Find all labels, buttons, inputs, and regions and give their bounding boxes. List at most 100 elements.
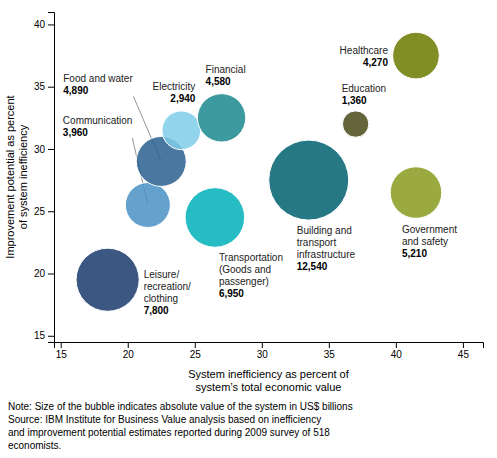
bubble-label: Communication3,960 <box>63 115 132 138</box>
y-axis-tick-label: 15 <box>34 330 46 341</box>
note-line: and improvement potential estimates repo… <box>8 427 330 438</box>
bubble-name-line: and safety <box>402 236 448 247</box>
bubble <box>76 248 139 311</box>
bubble-name: Healthcare <box>340 45 389 56</box>
bubble-value: 1,360 <box>342 95 367 106</box>
bubble-name-line: Leisure/ <box>144 269 180 280</box>
note: Note: Size of the bubble indicates absol… <box>8 401 353 451</box>
bubble-label: Governmentand safety5,210 <box>402 224 457 259</box>
x-axis-tick-label: 25 <box>190 349 202 360</box>
bubble-value: 7,800 <box>144 305 169 316</box>
bubble-name: Food and water <box>63 73 133 84</box>
x-axis-tick-mark <box>262 342 263 348</box>
bubble-name-line: Transportation <box>219 252 283 263</box>
bubble-name-line: Government <box>402 224 457 235</box>
bubble <box>197 94 245 142</box>
bubble-value: 5,210 <box>402 248 427 259</box>
bubble-name-line: transport <box>297 237 337 248</box>
chart: 15 20 25 30 35 40 45 15 20 25 30 35 40 Leisure/recrea… <box>0 0 497 458</box>
plot: 15 20 25 30 35 40 45 15 20 25 30 35 40 Leisure/recrea… <box>34 13 484 394</box>
bubble <box>269 140 349 220</box>
y-axis-tick-mark <box>48 211 54 212</box>
bubble <box>162 111 201 150</box>
y-axis-title: Improvement potential as percentof syste… <box>4 95 29 258</box>
bubble-label: Food and water4,890 <box>63 73 133 96</box>
x-axis-line <box>55 343 484 349</box>
x-axis-tick: 15 <box>56 342 68 360</box>
y-axis: 15 20 25 30 35 40 <box>34 13 55 343</box>
bubble <box>393 32 440 79</box>
bubble-name: Communication <box>63 115 132 126</box>
bubble-name-line: Building and <box>297 225 352 236</box>
bubble-name: Transportation(Goods andpassenger) <box>219 252 283 287</box>
bubble <box>125 183 170 228</box>
x-axis-title: System inefficiency as percent ofsystem’… <box>188 368 350 393</box>
x-axis-tick: 40 <box>391 342 403 360</box>
note-line: economists. <box>8 440 61 451</box>
bubble <box>342 111 368 137</box>
y-axis-tick: 25 <box>34 206 54 217</box>
x-axis-tick: 35 <box>324 342 336 360</box>
x-axis-tick-mark <box>61 342 62 348</box>
bubble <box>390 167 442 219</box>
x-axis-tick-mark <box>463 342 464 348</box>
bubble-name-line: Education <box>342 83 386 94</box>
note-line: Source: IBM Institute for Business Value… <box>8 414 321 425</box>
y-axis-tick: 15 <box>34 330 54 341</box>
bubble-name-line: clothing <box>144 293 178 304</box>
bubble-label: Healthcare4,270 <box>340 45 389 68</box>
y-axis-title-line: Improvement potential as percent <box>4 95 16 258</box>
x-axis-tick-mark <box>329 342 330 348</box>
bubble-name: Financial <box>206 64 246 75</box>
bubble-name-line: recreation/ <box>144 281 191 292</box>
note-line: Note: Size of the bubble indicates absol… <box>8 401 353 412</box>
bubble-value: 3,960 <box>63 127 88 138</box>
bubble-name-line: (Goods and <box>219 264 271 275</box>
bubble-name: Education <box>342 83 386 94</box>
bubble-value: 4,890 <box>63 85 88 96</box>
bubble-value: 2,940 <box>170 93 195 104</box>
x-axis-tick: 20 <box>123 342 135 360</box>
bubble-name: Building andtransportinfrastructure <box>297 225 356 260</box>
bubble-name-line: Financial <box>206 64 246 75</box>
bubble-value: 4,270 <box>363 57 388 68</box>
bubble-label: Education1,360 <box>342 83 386 106</box>
y-axis-tick-mark <box>48 24 54 25</box>
bubble-label: Transportation(Goods andpassenger)6,950 <box>219 252 283 299</box>
y-axis-tick-label: 20 <box>34 268 46 279</box>
y-axis-tick-mark <box>48 87 54 88</box>
y-axis-tick-mark <box>48 336 54 337</box>
y-axis-tick-mark <box>48 149 54 150</box>
bubble-name-line: passenger) <box>219 276 269 287</box>
bubble-value: 4,580 <box>206 76 231 87</box>
y-axis-tick-mark <box>48 274 54 275</box>
bubble <box>185 188 245 248</box>
x-axis-tick-label: 30 <box>257 349 269 360</box>
y-axis-tick-label: 35 <box>34 81 46 92</box>
bubble-labels: Leisure/recreation/clothing7,800 Communic… <box>63 45 457 316</box>
bubble-name-line: Food and water <box>63 73 133 84</box>
bubble-name-line: infrastructure <box>297 249 356 260</box>
y-axis-tick: 30 <box>34 144 54 155</box>
y-axis-line <box>48 13 55 343</box>
y-axis-title-line: of system inefficiency <box>17 124 29 229</box>
x-axis-title-line: system’s total economic value <box>196 381 342 393</box>
bubble-name-line: Healthcare <box>340 45 389 56</box>
y-axis-tick-label: 40 <box>34 19 46 30</box>
x-axis-tick: 25 <box>190 342 202 360</box>
bubble-value: 12,540 <box>297 261 328 272</box>
x-axis-tick-label: 35 <box>324 349 336 360</box>
chart-container: 15 20 25 30 35 40 45 15 20 25 30 35 40 Leisure/recrea… <box>0 0 497 458</box>
y-axis-tick-label: 30 <box>34 144 46 155</box>
x-axis-tick-label: 15 <box>56 349 68 360</box>
y-axis-tick: 20 <box>34 268 54 279</box>
bubble-name-line: Electricity <box>153 81 196 92</box>
bubble-label: Financial4,580 <box>206 64 246 87</box>
bubble-name-line: Communication <box>63 115 132 126</box>
bubble-value: 6,950 <box>219 288 244 299</box>
x-axis-tick-mark <box>396 342 397 348</box>
x-axis: 15 20 25 30 35 40 45 <box>55 342 484 360</box>
x-axis-tick-label: 20 <box>123 349 135 360</box>
x-axis-tick: 45 <box>458 342 470 360</box>
bubble-label: Electricity2,940 <box>153 81 196 104</box>
